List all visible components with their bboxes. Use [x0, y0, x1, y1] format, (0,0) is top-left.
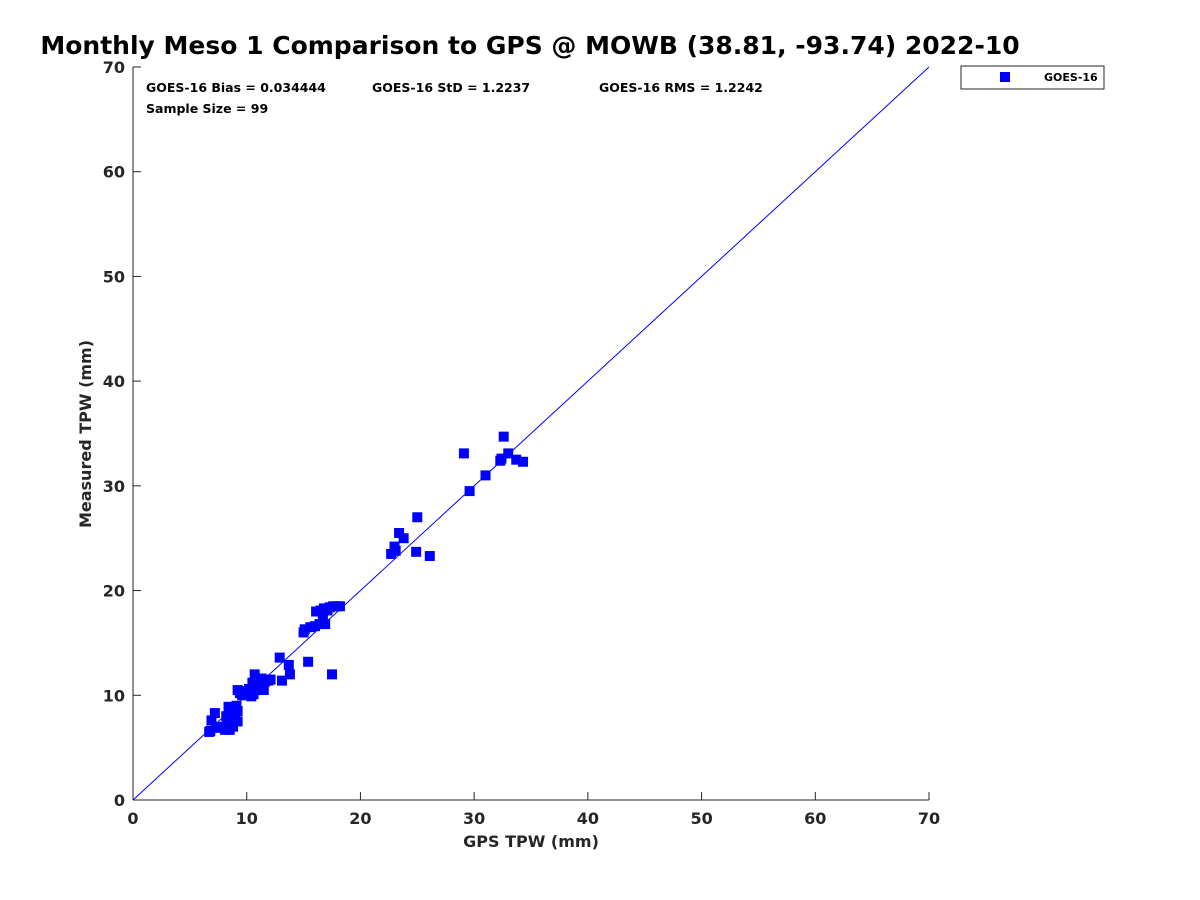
data-point [503, 448, 514, 459]
data-point [249, 669, 260, 680]
legend: GOES-16 [960, 65, 1105, 90]
rms-stat: GOES-16 RMS = 1.2242 [599, 80, 763, 95]
x-axis-label: GPS TPW (mm) [463, 832, 599, 851]
data-point [424, 551, 435, 562]
data-point [228, 721, 239, 732]
data-point [232, 705, 243, 716]
data-point [334, 601, 345, 612]
data-point [265, 674, 276, 685]
data-point [209, 708, 220, 719]
data-point [274, 652, 285, 663]
y-tick-label: 40 [103, 372, 125, 391]
bias-stat: GOES-16 Bias = 0.034444 [146, 80, 326, 95]
data-point [518, 456, 529, 467]
x-tick-label: 40 [577, 809, 599, 828]
y-tick-label: 70 [103, 58, 125, 77]
legend-marker-goes16 [1000, 72, 1010, 82]
x-tick-label: 20 [349, 809, 371, 828]
data-point [394, 527, 405, 538]
data-point [206, 715, 217, 726]
data-point [231, 700, 242, 711]
data-point [458, 448, 469, 459]
data-point [258, 685, 269, 696]
y-tick-label: 10 [103, 686, 125, 705]
y-ticks: 0 10 20 30 40 50 60 70 [103, 58, 141, 810]
chart-title: Monthly Meso 1 Comparison to GPS @ MOWB … [40, 31, 1019, 60]
data-point [223, 701, 234, 712]
legend-label-goes16: GOES-16 [1044, 71, 1098, 84]
data-point [496, 453, 507, 464]
data-point [390, 545, 401, 556]
x-tick-label: 70 [918, 809, 940, 828]
data-point [232, 716, 243, 727]
data-point [222, 719, 233, 730]
data-point [283, 659, 294, 670]
plot-area: 0 10 20 30 40 50 60 70 0 10 20 30 40 50 60 70 [103, 58, 940, 828]
y-tick-label: 0 [114, 791, 125, 810]
data-point [276, 675, 287, 686]
data-point [511, 454, 522, 465]
std-stat: GOES-16 StD = 1.2237 [372, 80, 530, 95]
sample-size-stat: Sample Size = 99 [146, 101, 268, 116]
data-point [480, 470, 491, 481]
x-ticks: 0 10 20 30 40 50 60 70 [127, 792, 940, 828]
x-tick-label: 60 [804, 809, 826, 828]
x-tick-label: 30 [463, 809, 485, 828]
legend-box [960, 65, 1105, 90]
data-point [243, 684, 254, 695]
data-point [303, 656, 314, 667]
y-tick-label: 20 [103, 582, 125, 601]
goes16-points [204, 431, 529, 737]
data-point [284, 669, 295, 680]
data-point [205, 725, 216, 736]
data-point [412, 512, 423, 523]
x-tick-label: 50 [690, 809, 712, 828]
y-tick-label: 50 [103, 267, 125, 286]
data-point [317, 611, 328, 622]
data-point [314, 619, 325, 630]
data-point [464, 486, 475, 497]
y-tick-label: 60 [103, 163, 125, 182]
x-tick-label: 0 [127, 809, 138, 828]
data-point [411, 546, 422, 557]
y-axis-label: Measured TPW (mm) [76, 340, 95, 528]
data-point [320, 619, 331, 630]
data-point [299, 624, 310, 635]
data-point [398, 533, 409, 544]
data-point [498, 431, 509, 442]
y-tick-label: 30 [103, 477, 125, 496]
data-point [254, 679, 265, 690]
data-point [327, 669, 337, 680]
x-tick-label: 10 [236, 809, 258, 828]
data-point [250, 685, 261, 696]
